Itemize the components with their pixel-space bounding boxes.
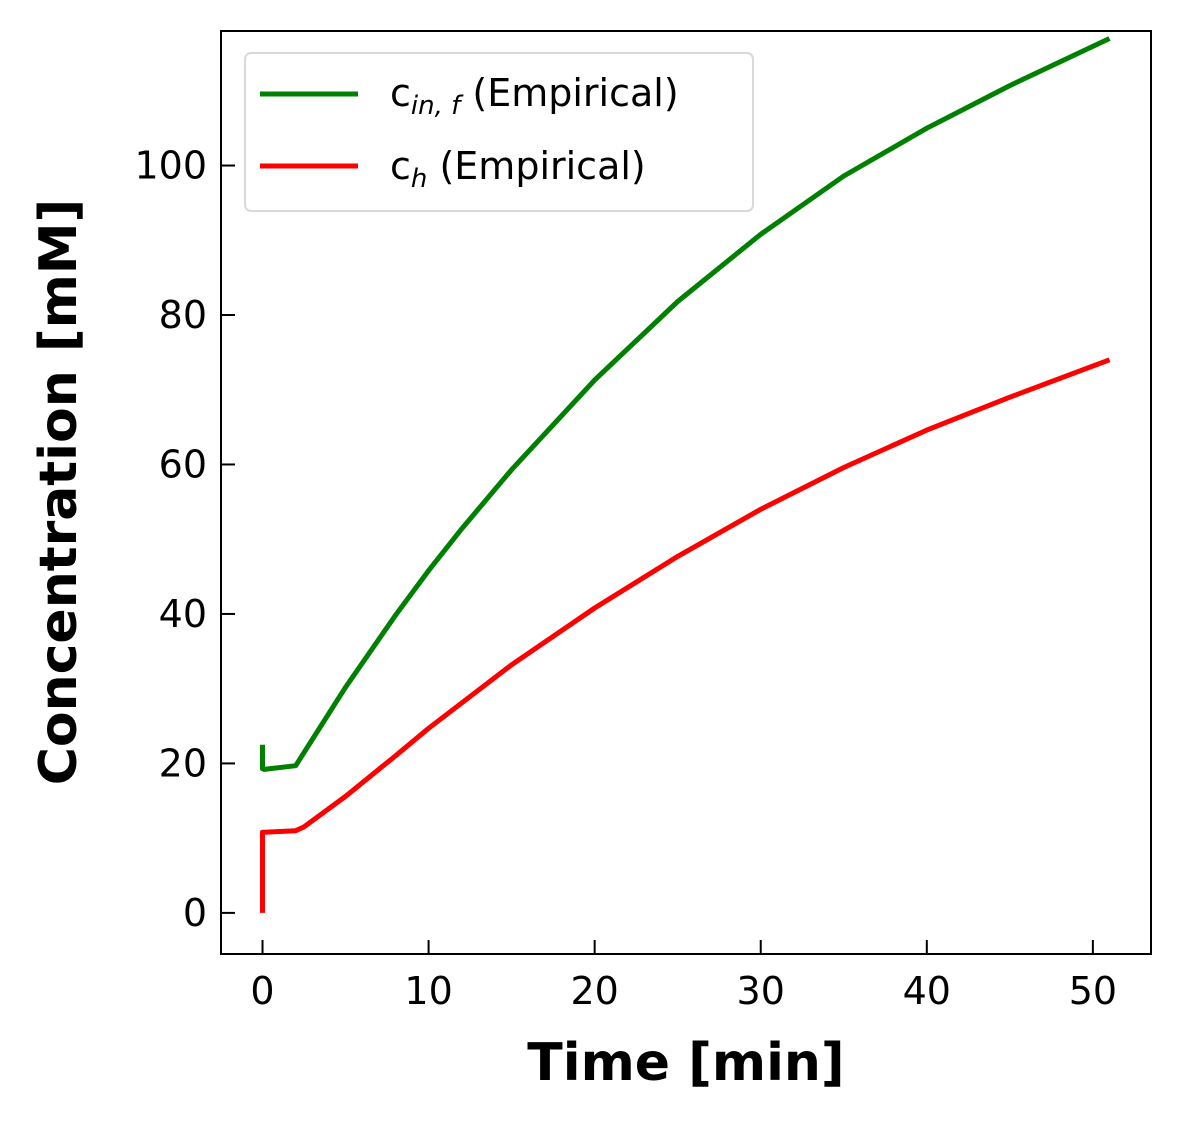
x-tick-label: 20 xyxy=(570,969,618,1013)
legend-name-cin-f: c xyxy=(390,71,411,115)
x-axis-title: Time [min] xyxy=(527,1033,844,1093)
legend-suffix-cin-f: (Empirical) xyxy=(460,71,678,115)
y-tick-label: 0 xyxy=(183,891,207,935)
x-tick-label: 50 xyxy=(1069,969,1117,1013)
legend: cin, f (Empirical) ch (Empirical) xyxy=(244,52,754,212)
legend-suffix-ch: (Empirical) xyxy=(427,144,645,188)
x-tick-label: 40 xyxy=(903,969,951,1013)
plot-frame xyxy=(220,30,1152,955)
x-tick-label: 0 xyxy=(250,969,274,1013)
x-tick-label: 10 xyxy=(404,969,452,1013)
legend-label-cin-f: cin, f (Empirical) xyxy=(390,71,679,121)
legend-box xyxy=(244,52,754,212)
legend-name-ch: c xyxy=(390,144,411,188)
y-tick-label: 80 xyxy=(159,293,207,337)
series-line-ch xyxy=(260,357,1111,913)
legend-sub-cin-f: in, f xyxy=(411,91,464,121)
y-tick-label: 40 xyxy=(159,592,207,636)
legend-sub-ch: h xyxy=(411,164,427,194)
y-tick-label: 100 xyxy=(134,144,207,188)
y-tick-label: 60 xyxy=(159,442,207,486)
series-line-cin-f xyxy=(260,36,1111,772)
x-tick-label: 30 xyxy=(737,969,785,1013)
y-axis-title: Concentration [mM] xyxy=(29,199,89,786)
legend-label-ch: ch (Empirical) xyxy=(390,144,646,194)
y-tick-label: 20 xyxy=(159,741,207,785)
